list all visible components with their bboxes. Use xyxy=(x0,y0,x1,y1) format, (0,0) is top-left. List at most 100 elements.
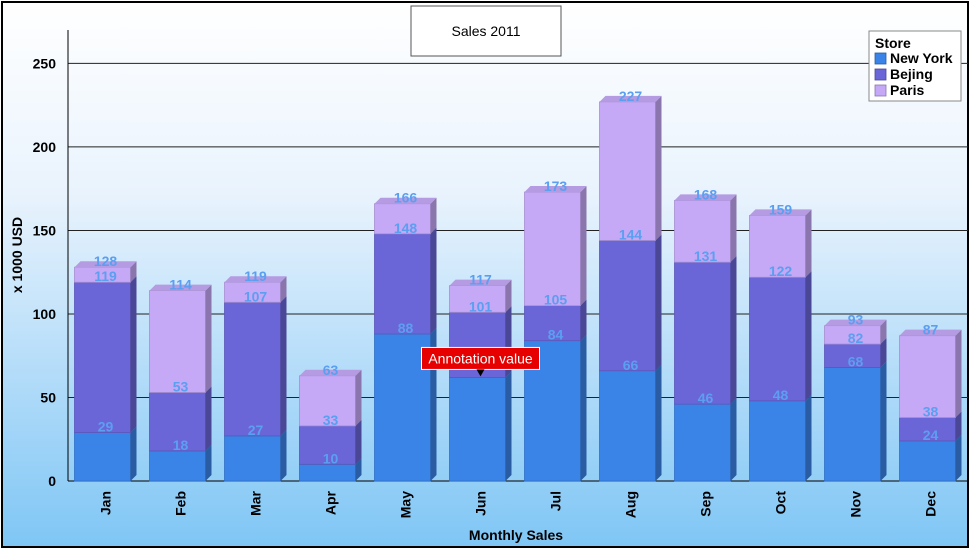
x-tick-label: Nov xyxy=(848,491,864,518)
x-tick-label: Oct xyxy=(773,491,789,515)
y-tick-label: 100 xyxy=(33,306,57,322)
data-label: 128 xyxy=(94,253,118,269)
bar-segment-paris-feb xyxy=(149,284,212,393)
y-tick-label: 50 xyxy=(40,389,56,405)
data-label: 173 xyxy=(544,178,568,194)
data-label: 33 xyxy=(323,412,339,428)
bar-segment-paris-dec xyxy=(899,329,962,418)
data-label: 101 xyxy=(469,298,493,314)
data-label: 84 xyxy=(548,327,564,343)
data-label: 82 xyxy=(848,330,864,346)
bar-segment-paris-may xyxy=(374,197,437,235)
bar-segment-bejing-jan xyxy=(74,276,137,433)
bar-segment-paris-nov xyxy=(824,319,887,345)
bar-segment-paris-jan xyxy=(74,261,137,283)
data-label: 227 xyxy=(619,88,643,104)
x-tick-label: Jan xyxy=(98,491,114,515)
bar-segment-new-york-jun xyxy=(449,371,512,482)
x-tick-label: Aug xyxy=(623,491,639,518)
data-label: 24 xyxy=(923,427,939,443)
bar-segment-new-york-sep xyxy=(674,398,737,482)
chart-title-box: Sales 2011 xyxy=(410,5,562,57)
x-tick-label: May xyxy=(398,491,414,518)
bar-segment-bejing-sep xyxy=(674,256,737,405)
data-label: 48 xyxy=(773,387,789,403)
bar-segment-new-york-aug xyxy=(599,364,662,482)
bar-segment-paris-oct xyxy=(749,209,812,278)
y-tick-label: 0 xyxy=(48,473,56,489)
bar-segment-paris-sep xyxy=(674,194,737,263)
data-label: 119 xyxy=(94,268,117,284)
x-tick-label: Sep xyxy=(698,491,714,517)
data-label: 10 xyxy=(323,450,339,466)
bars xyxy=(74,95,962,482)
bar-segment-bejing-may xyxy=(374,227,437,335)
x-axis-title: Monthly Sales xyxy=(469,527,563,543)
y-tick-label: 200 xyxy=(33,139,57,155)
legend-title: Store xyxy=(875,35,911,51)
data-label: 105 xyxy=(544,292,568,308)
data-label: 119 xyxy=(244,268,267,284)
data-label: 131 xyxy=(694,248,718,264)
data-label: 38 xyxy=(923,404,939,420)
legend-swatch xyxy=(874,68,887,81)
data-label: 46 xyxy=(698,390,714,406)
bar-segment-bejing-aug xyxy=(599,234,662,372)
legend-swatch xyxy=(874,52,887,65)
x-tick-label: Dec xyxy=(923,491,939,517)
y-tick-labels: 0 50 100 150 200 250 xyxy=(33,55,57,489)
data-label: 144 xyxy=(619,226,643,242)
chart-title: Sales 2011 xyxy=(451,23,520,39)
bar-segment-paris-apr xyxy=(299,369,362,427)
data-label: 117 xyxy=(469,272,492,288)
y-axis-title: x 1000 USD xyxy=(9,217,25,293)
x-tick-labels: Jan Feb Mar Apr May Jun Jul Aug Sep Oct Nov Dec xyxy=(98,490,939,518)
bar-segment-new-york-nov xyxy=(824,361,887,482)
x-tick-label: Feb xyxy=(173,491,189,516)
data-label: 29 xyxy=(98,419,114,435)
bar-segment-paris-jul xyxy=(524,186,587,307)
bar-segment-new-york-oct xyxy=(749,394,812,482)
data-label: 68 xyxy=(848,353,864,369)
data-label: 122 xyxy=(769,263,793,279)
data-label: 27 xyxy=(248,422,264,438)
data-label: 18 xyxy=(173,437,189,453)
bar-segment-new-york-jan xyxy=(74,426,137,482)
legend-label: Paris xyxy=(890,82,924,98)
bar-segment-bejing-mar xyxy=(224,296,287,437)
annotation: Annotation value xyxy=(421,346,540,377)
data-label: 63 xyxy=(323,362,339,378)
data-label: 53 xyxy=(173,378,189,394)
annotation-text: Annotation value xyxy=(428,350,533,366)
y-tick-label: 250 xyxy=(33,55,57,71)
bar-segment-bejing-feb xyxy=(149,386,212,452)
data-label: 107 xyxy=(244,288,268,304)
legend-label: New York xyxy=(890,50,953,66)
y-tick-label: 150 xyxy=(33,222,57,238)
bar-segment-paris-mar xyxy=(224,276,287,303)
bar-segment-paris-aug xyxy=(599,95,662,241)
data-label: 148 xyxy=(394,220,418,236)
legend-swatch xyxy=(874,84,887,97)
data-labels: 2911912818531142710711910336388148166101… xyxy=(94,88,939,466)
annotation-pointer xyxy=(476,369,485,377)
x-tick-label: Mar xyxy=(248,490,264,515)
x-tick-label: Jun xyxy=(473,491,489,516)
legend-label: Bejing xyxy=(890,66,933,82)
x-tick-label: Apr xyxy=(323,490,339,515)
data-label: 166 xyxy=(394,190,418,206)
data-label: 159 xyxy=(769,201,793,217)
data-label: 114 xyxy=(169,277,192,293)
axes xyxy=(67,30,968,482)
data-label: 88 xyxy=(398,320,414,336)
x-tick-label: Jul xyxy=(548,491,564,511)
data-label: 168 xyxy=(694,186,718,202)
bar-segment-paris-jun xyxy=(449,279,512,313)
data-label: 87 xyxy=(923,322,939,338)
bar-segment-bejing-oct xyxy=(749,271,812,402)
data-label: 66 xyxy=(623,357,639,373)
data-label: 93 xyxy=(848,312,864,328)
